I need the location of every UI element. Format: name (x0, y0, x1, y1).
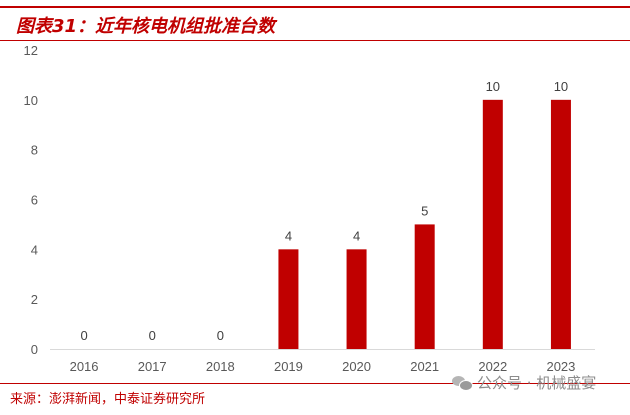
x-tick-label: 2020 (342, 359, 371, 374)
x-tick-label: 2016 (70, 359, 99, 374)
y-tick-label: 10 (24, 93, 38, 108)
data-label: 4 (353, 228, 360, 243)
wechat-icon (452, 375, 473, 391)
x-tick-label: 2021 (410, 359, 439, 374)
y-tick-label: 6 (31, 193, 38, 208)
bar (278, 249, 299, 349)
bar (346, 249, 367, 349)
y-tick-label: 4 (31, 242, 38, 257)
x-tick-label: 2017 (138, 359, 167, 374)
y-tick-label: 2 (31, 292, 38, 307)
data-label: 5 (421, 203, 428, 218)
x-tick-label: 2018 (206, 359, 235, 374)
y-tick-label: 0 (31, 342, 38, 357)
title-rule (0, 40, 630, 41)
watermark: 公众号 · 机械盛宴 (452, 372, 596, 393)
source-note: 来源：澎湃新闻，中泰证券研究所 (10, 392, 206, 407)
figure-title: 图表31：近年核电机组批准台数 (16, 16, 276, 37)
x-tick-label: 2023 (546, 359, 575, 374)
bar-chart: 0 2 4 6 8 10 12 0 2016 0 2017 0 2018 4 2019 4 2020 5 2021 1… (24, 43, 595, 374)
x-tick-label: 2022 (478, 359, 507, 374)
data-label: 10 (554, 79, 568, 94)
bottom-rule (0, 383, 630, 384)
top-rule (0, 6, 630, 8)
bar (482, 99, 503, 349)
data-label: 10 (486, 79, 500, 94)
bar (414, 224, 435, 349)
x-tick-label: 2019 (274, 359, 303, 374)
y-tick-label: 8 (31, 143, 38, 158)
data-label: 0 (80, 328, 87, 343)
bar (550, 99, 571, 349)
data-label: 0 (149, 328, 156, 343)
watermark-text: 公众号 · 机械盛宴 (477, 374, 597, 392)
y-tick-label: 12 (24, 43, 38, 58)
data-label: 4 (285, 228, 292, 243)
data-label: 0 (217, 328, 224, 343)
